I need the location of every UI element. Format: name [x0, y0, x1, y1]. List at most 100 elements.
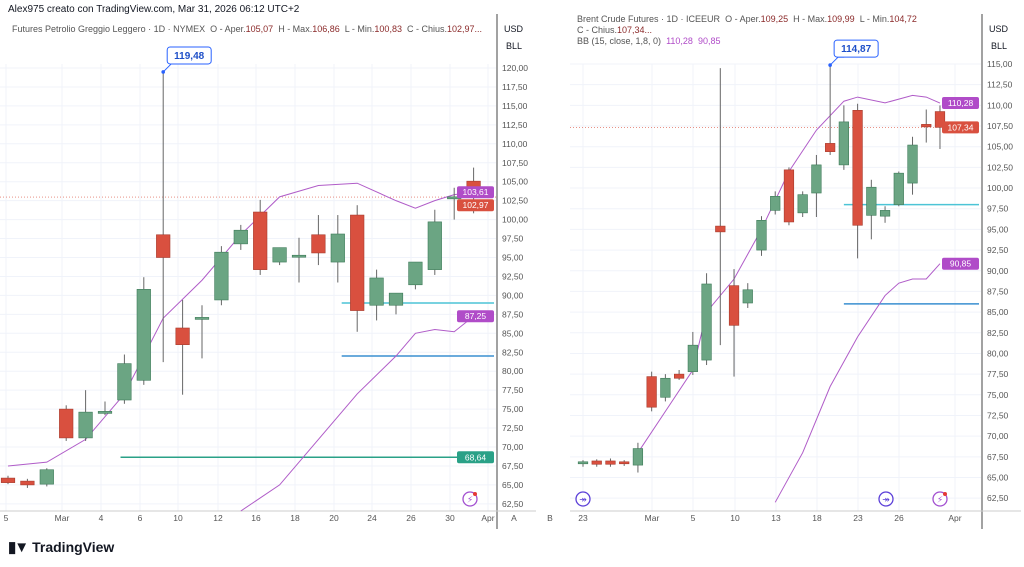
candle-body [291, 254, 307, 258]
y-tick-label: 87,50 [502, 309, 524, 319]
candle-body [577, 461, 589, 465]
candle [660, 374, 671, 402]
candle-body [893, 172, 904, 205]
x-tick-label: 13 [771, 513, 781, 523]
currency-left[interactable]: USD [504, 24, 524, 34]
bb-lower-line [774, 263, 941, 503]
y-tick-label: 112,50 [502, 120, 528, 130]
candle [233, 224, 248, 250]
candle-body [0, 477, 16, 483]
candle-body [715, 225, 726, 233]
unit-right[interactable]: BLL [991, 41, 1008, 51]
candle [715, 68, 726, 346]
candle-body [701, 283, 712, 361]
legend-right-wrap: Brent Crude Futures · 1D · ICEEUR O - Ap… [577, 14, 972, 47]
lightning-event-icon[interactable]: ⚡ [462, 491, 478, 507]
candle [742, 283, 753, 308]
y-tick-label: 102,50 [987, 162, 1013, 172]
price-callout: 119,48 [161, 46, 212, 74]
bb-label: BB (15, close, 1,8, 0) [577, 36, 662, 46]
candle [934, 105, 946, 150]
x-tick-label: 23 [853, 513, 863, 523]
unit-left[interactable]: BLL [506, 41, 523, 51]
candle [388, 292, 404, 315]
candle-body [233, 229, 248, 245]
badge-bg [457, 451, 494, 464]
y-tick-label: 115,00 [502, 101, 528, 111]
x-tick-label: 12 [213, 513, 223, 523]
x-tick-label: 4 [99, 513, 104, 523]
candle [893, 171, 904, 207]
price-callout: 114,87 [828, 39, 879, 67]
brand-name: TradingView [32, 539, 115, 555]
y-tick-label: 100,00 [987, 183, 1013, 193]
candle [879, 206, 891, 223]
candle [591, 459, 602, 467]
candle [797, 191, 808, 217]
callout-value: 119,48 [174, 51, 204, 62]
y-tick-label: 115,00 [987, 59, 1013, 69]
y-tick-label: 65,00 [987, 473, 1009, 483]
split-event-icon[interactable]: ↠ [575, 491, 591, 507]
bb-legend[interactable]: BB (15, close, 1,8, 0) 110,28 90,85 [577, 36, 972, 47]
y-tick-label: 62,50 [987, 493, 1009, 503]
y-tick-label: 95,00 [502, 253, 524, 263]
candle [728, 269, 740, 377]
candle-body [632, 448, 644, 466]
badge-text: 87,25 [465, 311, 487, 321]
split-event-icon-glyph: ↠ [579, 496, 587, 506]
tradingview-logo-icon: ▮▼ [8, 539, 29, 556]
x-tick-label: 26 [894, 513, 904, 523]
candle [770, 191, 781, 215]
candle [674, 369, 685, 380]
legend-right: Brent Crude Futures · 1D · ICEEUR O - Ap… [577, 14, 972, 36]
candle [907, 136, 918, 195]
callout-value: 114,87 [841, 44, 871, 55]
y-tick-label: 75,00 [987, 390, 1009, 400]
y-tick-label: 82,50 [987, 328, 1009, 338]
candle [291, 237, 307, 283]
y-tick-label: 105,00 [987, 142, 1013, 152]
candle-body [605, 460, 616, 465]
badge-text: 103,61 [463, 187, 489, 197]
candle [214, 246, 229, 306]
candle-body [879, 210, 891, 217]
pane-label[interactable]: B [547, 513, 553, 523]
callout-box [833, 39, 879, 58]
candle [838, 105, 849, 170]
candle [619, 460, 630, 466]
candle-body [97, 411, 113, 414]
callout-box [166, 46, 212, 65]
badge-text: 68,64 [465, 452, 487, 462]
split-event-icon-circle [878, 491, 894, 507]
x-tick-label: Apr [948, 513, 961, 523]
candle-body [156, 234, 171, 258]
tradingview-logo: ▮▼ TradingView [8, 538, 114, 556]
candle [97, 401, 113, 416]
candle-body [388, 292, 404, 306]
candle [20, 478, 35, 488]
candle-body [852, 110, 863, 226]
y-tick-label: 107,50 [987, 121, 1013, 131]
candle-body [687, 344, 698, 372]
y-tick-label: 75,00 [502, 404, 524, 414]
y-tick-label: 90,00 [987, 266, 1009, 276]
symbol-name: Brent Crude Futures · 1D · ICEEUR [577, 14, 721, 24]
x-tick-label: 18 [290, 513, 300, 523]
lightning-event-icon[interactable]: ⚡ [932, 491, 948, 507]
candle-body [350, 214, 365, 311]
candle-body [59, 408, 74, 439]
currency-right[interactable]: USD [989, 24, 1009, 34]
low-label: L - Min. [859, 14, 890, 24]
pane-label[interactable]: A [511, 513, 517, 523]
lightning-event-icon-glyph: ⚡ [937, 496, 943, 506]
candle-body [660, 377, 671, 398]
candle [756, 216, 767, 256]
y-tick-label: 92,50 [502, 271, 524, 281]
y-tick-label: 87,50 [987, 286, 1009, 296]
split-event-icon[interactable]: ↠ [878, 491, 894, 507]
y-tick-label: 67,50 [987, 452, 1009, 462]
x-tick-label: 30 [445, 513, 455, 523]
close-label: C - Chius. [406, 24, 447, 34]
